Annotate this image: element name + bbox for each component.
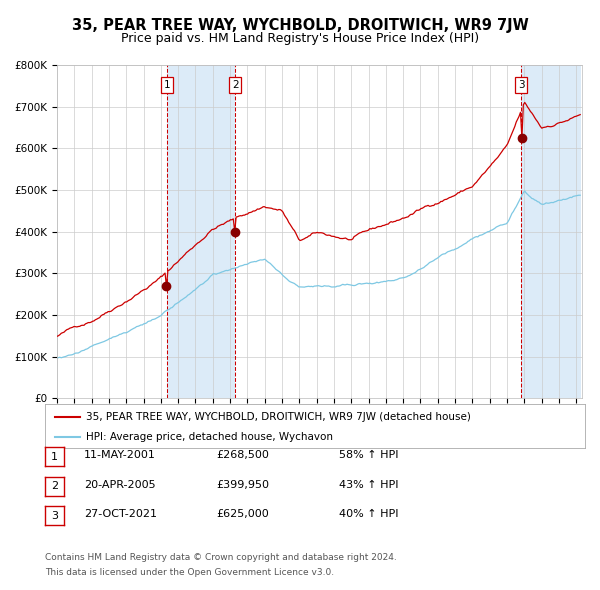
Text: 27-OCT-2021: 27-OCT-2021 <box>84 510 157 519</box>
Text: 3: 3 <box>518 80 524 90</box>
Text: HPI: Average price, detached house, Wychavon: HPI: Average price, detached house, Wych… <box>86 432 332 442</box>
Text: 58% ↑ HPI: 58% ↑ HPI <box>339 451 398 460</box>
Text: 43% ↑ HPI: 43% ↑ HPI <box>339 480 398 490</box>
Text: 20-APR-2005: 20-APR-2005 <box>84 480 155 490</box>
Text: Contains HM Land Registry data © Crown copyright and database right 2024.: Contains HM Land Registry data © Crown c… <box>45 553 397 562</box>
Bar <box>167 65 235 398</box>
Text: This data is licensed under the Open Government Licence v3.0.: This data is licensed under the Open Gov… <box>45 568 334 576</box>
Text: 40% ↑ HPI: 40% ↑ HPI <box>339 510 398 519</box>
Text: 35, PEAR TREE WAY, WYCHBOLD, DROITWICH, WR9 7JW: 35, PEAR TREE WAY, WYCHBOLD, DROITWICH, … <box>71 18 529 32</box>
Text: 11-MAY-2001: 11-MAY-2001 <box>84 451 156 460</box>
Text: £625,000: £625,000 <box>216 510 269 519</box>
Text: £268,500: £268,500 <box>216 451 269 460</box>
Text: Price paid vs. HM Land Registry's House Price Index (HPI): Price paid vs. HM Land Registry's House … <box>121 32 479 45</box>
Text: 1: 1 <box>51 452 58 461</box>
Bar <box>521 65 581 398</box>
Text: 2: 2 <box>51 481 58 491</box>
Text: 35, PEAR TREE WAY, WYCHBOLD, DROITWICH, WR9 7JW (detached house): 35, PEAR TREE WAY, WYCHBOLD, DROITWICH, … <box>86 412 470 421</box>
Text: 3: 3 <box>51 511 58 520</box>
Text: 2: 2 <box>232 80 239 90</box>
Text: £399,950: £399,950 <box>216 480 269 490</box>
Text: 1: 1 <box>164 80 170 90</box>
